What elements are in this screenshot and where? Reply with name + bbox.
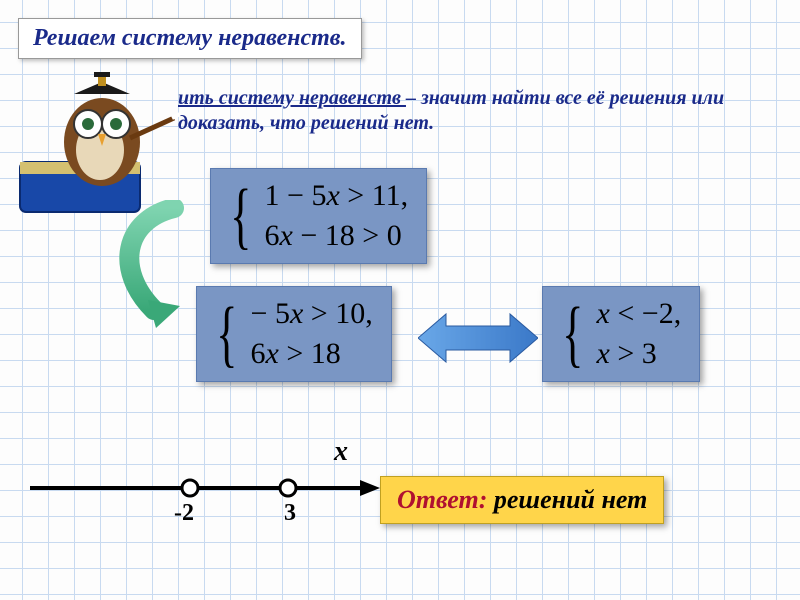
- double-arrow-icon: [418, 306, 538, 370]
- inequality-system-3: { x < −2, x > 3: [542, 286, 700, 382]
- definition-text: ить систему неравенств – значит найти вс…: [178, 86, 738, 136]
- inequality-system-2: { − 5x > 10, 6x > 18: [196, 286, 392, 382]
- slide-title: Решаем систему неравенств.: [33, 25, 347, 51]
- answer-box: Ответ: решений нет: [380, 476, 664, 524]
- number-line: [30, 448, 370, 528]
- definition-underlined: ить систему неравенств: [178, 87, 406, 109]
- brace-icon: {: [230, 186, 251, 246]
- brace-icon: {: [562, 304, 583, 364]
- answer-lead: Ответ:: [397, 485, 487, 514]
- answer-body: решений нет: [487, 485, 647, 514]
- inequality-system-1: { 1 − 5x > 11, 6x − 18 > 0: [210, 168, 427, 264]
- slide-title-box: Решаем систему неравенств.: [18, 18, 362, 59]
- tick-label-3: 3: [284, 500, 296, 527]
- tick-label-neg2: -2: [174, 500, 194, 527]
- brace-icon: {: [216, 304, 237, 364]
